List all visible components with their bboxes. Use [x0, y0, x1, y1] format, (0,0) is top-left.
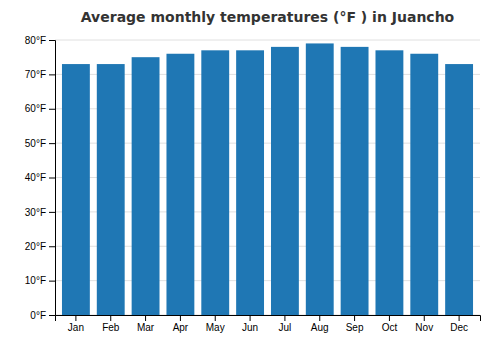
tick-mark: [319, 315, 320, 321]
tick-label: Apr: [173, 322, 189, 333]
tick: Nov: [415, 315, 433, 333]
grid-line: [55, 40, 480, 41]
tick-mark: [215, 315, 216, 321]
axis-line: [49, 41, 56, 316]
bar: [166, 54, 194, 315]
tick-label: Aug: [311, 322, 329, 333]
tick: Dec: [450, 315, 468, 333]
tick-label: 10°F: [25, 275, 46, 286]
tick-mark: [49, 281, 55, 282]
tick: 40°F: [25, 172, 55, 183]
bar: [306, 43, 334, 315]
tick: 70°F: [25, 69, 55, 80]
tick-label: May: [206, 322, 225, 333]
tick: Sep: [346, 315, 364, 333]
tick: 0°F: [30, 310, 55, 321]
bar: [410, 54, 438, 315]
tick: 30°F: [25, 207, 55, 218]
tick-label: 60°F: [25, 103, 46, 114]
tick-mark: [75, 315, 76, 321]
x-axis: Jan Feb Mar Apr May Jun Jul Aug Sep Oct Nov Dec: [56, 315, 481, 333]
tick-label: 80°F: [25, 35, 46, 46]
tick-mark: [49, 74, 55, 75]
tick: 10°F: [25, 275, 55, 286]
tick-mark: [110, 315, 111, 321]
tick-mark: [49, 40, 55, 41]
tick-label: Mar: [137, 322, 155, 333]
bar: [375, 50, 403, 315]
tick-mark: [250, 315, 251, 321]
bar: [132, 57, 160, 315]
tick-mark: [424, 315, 425, 321]
tick-mark: [49, 109, 55, 110]
tick-label: Feb: [102, 322, 120, 333]
tick: Feb: [102, 315, 120, 333]
plot-area: 0°F 10°F 20°F 30°F 40°F 50°F 60°F 70°F 80°F Jan Fe…: [25, 35, 481, 333]
bar: [62, 64, 90, 315]
tick-label: Oct: [382, 322, 398, 333]
tick-mark: [49, 246, 55, 247]
bar: [445, 64, 473, 315]
tick-mark: [459, 315, 460, 321]
grid: [55, 40, 480, 315]
tick-label: Sep: [346, 322, 364, 333]
tick: Jun: [242, 315, 258, 333]
tick-mark: [284, 315, 285, 321]
tick: 80°F: [25, 35, 55, 46]
tick-mark: [49, 315, 55, 316]
y-axis: 0°F 10°F 20°F 30°F 40°F 50°F 60°F 70°F 80°F: [25, 35, 56, 321]
chart: Average monthly temperatures (°F ) in Ju…: [0, 0, 500, 350]
tick-label: Nov: [415, 322, 433, 333]
tick-mark: [49, 143, 55, 144]
bar: [341, 47, 369, 315]
tick-label: 30°F: [25, 207, 46, 218]
tick: 50°F: [25, 138, 55, 149]
tick-label: 20°F: [25, 241, 46, 252]
axis-line: [56, 316, 481, 322]
bar: [201, 50, 229, 315]
tick-mark: [145, 315, 146, 321]
tick: Apr: [173, 315, 189, 333]
tick-label: Jul: [279, 322, 292, 333]
tick-mark: [49, 178, 55, 179]
tick-label: 0°F: [30, 310, 46, 321]
tick-label: Jan: [68, 322, 84, 333]
tick: 20°F: [25, 241, 55, 252]
bar: [236, 50, 264, 315]
tick-mark: [389, 315, 390, 321]
tick-mark: [180, 315, 181, 321]
tick-mark: [354, 315, 355, 321]
tick: May: [206, 315, 225, 333]
bar: [97, 64, 125, 315]
tick: Jul: [279, 315, 292, 333]
tick: 60°F: [25, 103, 55, 114]
bar: [271, 47, 299, 315]
tick: Mar: [137, 315, 155, 333]
tick: Jan: [68, 315, 84, 333]
tick-label: Dec: [450, 322, 468, 333]
tick-label: 40°F: [25, 172, 46, 183]
tick-mark: [49, 212, 55, 213]
tick-label: 70°F: [25, 69, 46, 80]
bars: [62, 43, 473, 315]
tick-label: Jun: [242, 322, 258, 333]
tick: Aug: [311, 315, 329, 333]
tick-label: 50°F: [25, 138, 46, 149]
title: Average monthly temperatures (°F ) in Ju…: [81, 9, 455, 25]
tick: Oct: [382, 315, 398, 333]
